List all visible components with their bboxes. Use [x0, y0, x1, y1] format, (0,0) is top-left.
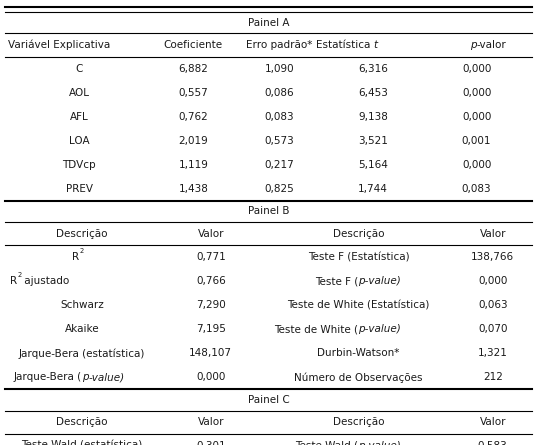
Text: 2: 2: [79, 248, 83, 255]
Text: 0,000: 0,000: [196, 372, 226, 382]
Text: Descrição: Descrição: [56, 417, 107, 427]
Text: p-value): p-value): [359, 324, 401, 334]
Text: 1,321: 1,321: [478, 348, 507, 358]
Text: 148,107: 148,107: [189, 348, 233, 358]
Text: Descrição: Descrição: [56, 229, 107, 239]
Text: Painel C: Painel C: [248, 395, 289, 405]
Text: 6,453: 6,453: [358, 88, 388, 97]
Text: 5,164: 5,164: [358, 160, 388, 170]
Text: 0,000: 0,000: [462, 88, 491, 97]
Text: 7,290: 7,290: [196, 300, 226, 310]
Text: 9,138: 9,138: [358, 112, 388, 121]
Text: Jarque-Bera (estatística): Jarque-Bera (estatística): [19, 348, 145, 359]
Text: AFL: AFL: [70, 112, 89, 121]
Text: Coeficiente: Coeficiente: [164, 40, 223, 50]
Text: Variável Explicativa: Variável Explicativa: [8, 40, 110, 50]
Text: 0,762: 0,762: [178, 112, 208, 121]
Text: 0,766: 0,766: [196, 276, 226, 286]
Text: 1,438: 1,438: [178, 184, 208, 194]
Text: Descrição: Descrição: [333, 417, 384, 427]
Text: C: C: [76, 64, 83, 73]
Text: 0,083: 0,083: [462, 184, 491, 194]
Text: -valor: -valor: [477, 40, 506, 50]
Text: R: R: [72, 252, 79, 262]
Text: p: p: [470, 40, 477, 50]
Text: 0,000: 0,000: [478, 276, 507, 286]
Text: 0,583: 0,583: [478, 441, 507, 445]
Text: 6,316: 6,316: [358, 64, 388, 73]
Text: 3,521: 3,521: [358, 136, 388, 146]
Text: TDVcp: TDVcp: [62, 160, 96, 170]
Text: 212: 212: [483, 372, 503, 382]
Text: 0,557: 0,557: [178, 88, 208, 97]
Text: 2,019: 2,019: [178, 136, 208, 146]
Text: Valor: Valor: [480, 229, 506, 239]
Text: Teste F (Estatística): Teste F (Estatística): [308, 252, 409, 262]
Text: 1,119: 1,119: [178, 160, 208, 170]
Text: AOL: AOL: [69, 88, 90, 97]
Text: LOA: LOA: [69, 136, 90, 146]
Text: 0,573: 0,573: [264, 136, 294, 146]
Text: t: t: [373, 40, 378, 50]
Text: 0,063: 0,063: [478, 300, 507, 310]
Text: 0,001: 0,001: [462, 136, 491, 146]
Text: p-value): p-value): [359, 441, 401, 445]
Text: 0,217: 0,217: [264, 160, 294, 170]
Text: 6,882: 6,882: [178, 64, 208, 73]
Text: Teste Wald (: Teste Wald (: [295, 441, 359, 445]
Text: -value): -value): [88, 372, 125, 382]
Text: p-value): p-value): [359, 276, 401, 286]
Text: Teste F (: Teste F (: [315, 276, 359, 286]
Text: 7,195: 7,195: [196, 324, 226, 334]
Text: Akaike: Akaike: [64, 324, 99, 334]
Text: 2: 2: [17, 272, 21, 279]
Text: 138,766: 138,766: [471, 252, 514, 262]
Text: 1,090: 1,090: [264, 64, 294, 73]
Text: Teste Wald (estatística): Teste Wald (estatística): [21, 441, 142, 445]
Text: 0,771: 0,771: [196, 252, 226, 262]
Text: 0,301: 0,301: [196, 441, 226, 445]
Text: Durbin-Watson*: Durbin-Watson*: [317, 348, 400, 358]
Text: ajustado: ajustado: [21, 276, 70, 286]
Text: p: p: [82, 372, 89, 382]
Text: 0,000: 0,000: [462, 112, 491, 121]
Text: 0,000: 0,000: [462, 160, 491, 170]
Text: 0,825: 0,825: [264, 184, 294, 194]
Text: Painel A: Painel A: [248, 18, 289, 28]
Text: Jarque-Bera (: Jarque-Bera (: [14, 372, 82, 382]
Text: Erro padrão*: Erro padrão*: [246, 40, 313, 50]
Text: Valor: Valor: [480, 417, 506, 427]
Text: Schwarz: Schwarz: [60, 300, 104, 310]
Text: Teste de White (Estatística): Teste de White (Estatística): [287, 300, 430, 310]
Text: 0,000: 0,000: [462, 64, 491, 73]
Text: PREV: PREV: [66, 184, 93, 194]
Text: Painel B: Painel B: [248, 206, 289, 216]
Text: 0,083: 0,083: [264, 112, 294, 121]
Text: 0,086: 0,086: [264, 88, 294, 97]
Text: Número de Observações: Número de Observações: [294, 372, 423, 383]
Text: R: R: [10, 276, 17, 286]
Text: Teste de White (: Teste de White (: [274, 324, 359, 334]
Text: Descrição: Descrição: [333, 229, 384, 239]
Text: Estatística: Estatística: [316, 40, 373, 50]
Text: 0,070: 0,070: [478, 324, 507, 334]
Text: 1,744: 1,744: [358, 184, 388, 194]
Text: Valor: Valor: [198, 417, 224, 427]
Text: Valor: Valor: [198, 229, 224, 239]
